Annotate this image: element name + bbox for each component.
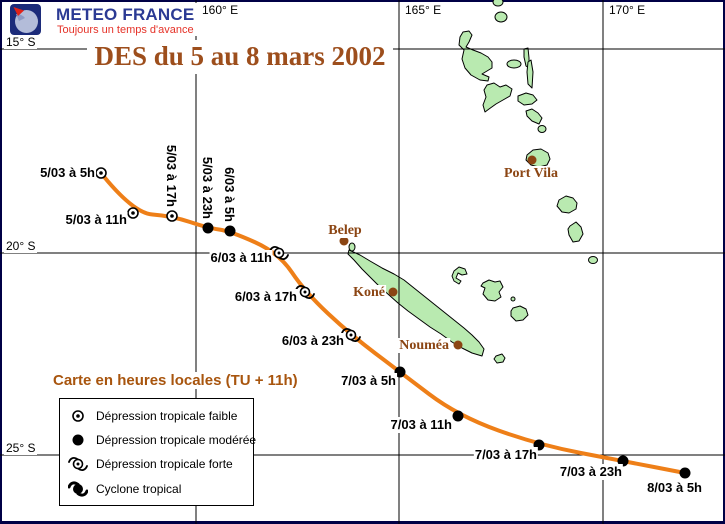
island-aoba [506, 59, 522, 69]
island-espiritu-santo [458, 30, 493, 82]
city-dot-noum-a [453, 340, 463, 350]
track-label: 7/03 à 17h [473, 447, 538, 463]
track-label: 6/03 à 11h [209, 250, 273, 266]
longitude-label: 165° E [403, 3, 444, 17]
longitude-label: 170° E [607, 3, 648, 17]
timezone-note: Carte en heures locales (TU + 11h) [50, 372, 301, 389]
symbol-depression-forte-icon [269, 246, 289, 260]
legend-symbol-faible [72, 410, 84, 422]
island-malakula [482, 82, 513, 113]
city-dot-belep [339, 236, 349, 246]
symbol-depression-forte-icon [68, 457, 88, 471]
track-label: 5/03 à 5h [39, 165, 96, 181]
page-title: DES du 5 au 8 mars 2002 [87, 40, 393, 74]
island-epi [525, 108, 543, 125]
track-label: 5/03 à 17h [163, 143, 179, 208]
latitude-label: 15° S [4, 35, 38, 49]
island-banks-north [492, 0, 504, 7]
symbol-depression-moderee-icon [679, 467, 691, 479]
track-label: 6/03 à 23h [280, 333, 345, 349]
legend-item-cyclone: Cyclone tropical [68, 479, 181, 499]
symbol-depression-moderee-icon [394, 366, 406, 378]
latitude-label: 20° S [4, 239, 38, 253]
track-label: 5/03 à 23h [199, 155, 215, 220]
symbol-depression-faible-icon [127, 207, 139, 219]
symbol-depression-moderee-icon [617, 455, 629, 467]
city-dot-port-vila [527, 155, 537, 165]
island-ile-des-pins [493, 353, 506, 364]
legend-label: Cyclone tropical [96, 482, 182, 496]
symbol-depression-moderee-icon [224, 225, 236, 237]
cyclone-tail-icon [76, 489, 88, 497]
track-label: 7/03 à 23h [558, 464, 623, 480]
symbol-depression-faible-icon [95, 167, 107, 179]
symbol-cyclone-tropical-icon [68, 481, 88, 497]
island-pentecost [526, 59, 534, 89]
track-label: 6/03 à 5h [221, 166, 237, 223]
island-tiga [510, 296, 516, 302]
island-tanna [567, 221, 584, 243]
symbol-depression-moderee-icon [452, 410, 464, 422]
island-erromango [556, 195, 578, 214]
legend-label: Dépression tropicale modérée [96, 433, 257, 447]
logo-brand-text: METEO FRANCE [56, 5, 195, 24]
legend-symbol-moderee [72, 434, 84, 446]
meteo-france-sphere-icon [10, 4, 41, 35]
legend-symbol-cyclone [68, 481, 88, 497]
island-shepherd [537, 125, 547, 133]
island-ouvea [451, 266, 468, 285]
city-dot-kon- [388, 287, 398, 297]
track-label: 6/03 à 17h [233, 289, 298, 305]
track-line [99, 171, 687, 475]
latitude-label: 25° S [4, 441, 38, 455]
legend-box: Dépression tropicale faible Dépression tr… [59, 398, 256, 506]
city-label-noum-a: Nouméa [398, 338, 450, 353]
legend-item-moderee: Dépression tropicale modérée [68, 430, 256, 450]
symbol-depression-forte-icon [341, 328, 361, 342]
symbol-depression-faible-icon [166, 210, 178, 222]
city-label-kon-: Koné [352, 285, 386, 300]
island-banks-south [494, 11, 508, 23]
logo-tagline-text: Toujours un temps d'avance [57, 24, 194, 36]
legend-item-faible: Dépression tropicale faible [68, 406, 237, 426]
symbol-depression-faible-icon [72, 410, 84, 422]
island-aneityum [588, 256, 598, 264]
track-label: 5/03 à 11h [64, 212, 128, 228]
track-label: 7/03 à 5h [340, 373, 397, 389]
track-label: 7/03 à 11h [389, 417, 453, 433]
legend-label: Dépression tropicale forte [96, 457, 233, 471]
track-label: 8/03 à 5h [646, 480, 703, 496]
meteo-france-logo: METEO FRANCE Toujours un temps d'avance [3, 3, 198, 36]
island-mare [510, 305, 529, 322]
symbol-depression-moderee-icon [72, 434, 84, 446]
island-lifou [480, 279, 504, 302]
legend-label: Dépression tropicale faible [96, 409, 238, 423]
city-label-port-vila: Port Vila [502, 166, 560, 181]
cyclone-tail-icon [68, 481, 80, 489]
city-label-belep: Belep [327, 223, 363, 238]
island-ambrym [517, 92, 538, 106]
symbol-depression-moderee-icon [202, 222, 214, 234]
legend-symbol-forte [68, 457, 88, 471]
legend-item-forte: Dépression tropicale forte [68, 454, 233, 474]
longitude-label: 160° E [200, 3, 241, 17]
